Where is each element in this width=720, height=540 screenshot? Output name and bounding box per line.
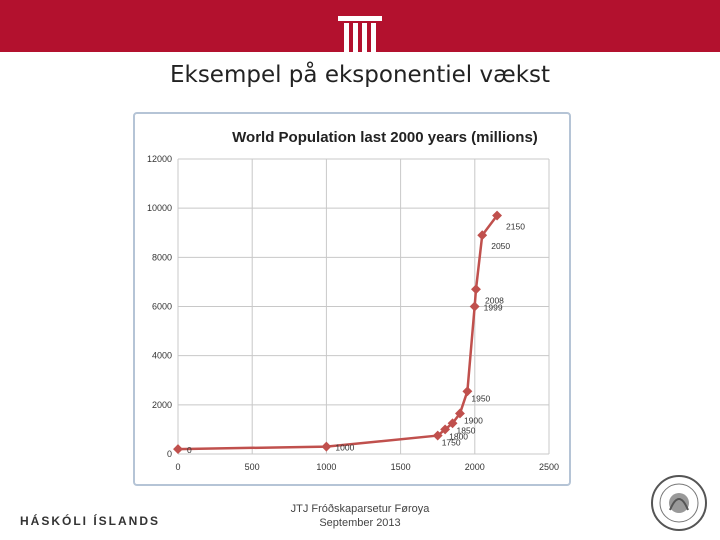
x-tick-label: 1500 <box>391 462 411 472</box>
x-tick-label: 2000 <box>465 462 485 472</box>
footer-line-2: September 2013 <box>319 517 401 529</box>
y-tick-label: 10000 <box>147 203 172 213</box>
university-name: HÁSKÓLI ÍSLANDS <box>20 514 161 528</box>
data-label: 2150 <box>506 222 525 232</box>
x-tick-label: 500 <box>245 462 260 472</box>
university-logo-icon <box>338 16 382 53</box>
data-point <box>321 441 332 452</box>
y-tick-label: 4000 <box>152 351 172 361</box>
y-tick-label: 6000 <box>152 302 172 312</box>
university-seal-icon <box>651 475 707 531</box>
footer-line-1: JTJ Fróðskaparsetur Føroya <box>290 503 430 515</box>
data-label: 1850 <box>457 425 476 435</box>
data-label: 0 <box>187 445 192 455</box>
y-tick-label: 2000 <box>152 400 172 410</box>
data-label: 1000 <box>335 443 354 453</box>
x-tick-label: 2500 <box>539 462 559 472</box>
data-point <box>471 284 481 295</box>
data-label: 1950 <box>471 393 490 403</box>
slide-title: Eksempel på eksponentiel vækst <box>169 62 551 88</box>
data-label: 1800 <box>449 431 468 441</box>
data-point <box>447 418 458 429</box>
y-tick-label: 0 <box>167 449 172 459</box>
x-tick-label: 0 <box>175 462 180 472</box>
data-point <box>469 301 480 312</box>
data-point <box>455 408 465 419</box>
top-banner <box>0 0 720 52</box>
chart-frame: World Population last 2000 years (millio… <box>133 112 571 486</box>
y-tick-label: 8000 <box>152 252 172 262</box>
data-label: 1900 <box>464 415 483 425</box>
chart-title: World Population last 2000 years (millio… <box>232 129 538 146</box>
series-line <box>177 214 499 451</box>
data-point <box>462 386 473 397</box>
data-point <box>173 444 183 455</box>
data-label: 1999 <box>484 303 503 313</box>
y-tick-label: 12000 <box>147 154 172 164</box>
x-tick-label: 1000 <box>316 462 336 472</box>
population-chart: World Population last 2000 years (millio… <box>147 129 559 472</box>
data-label: 2008 <box>485 295 504 305</box>
data-label: 1750 <box>442 438 461 448</box>
data-point <box>432 430 443 441</box>
data-point <box>440 424 451 435</box>
footer-credit: JTJ Fróðskaparsetur Føroya September 201… <box>260 502 460 530</box>
data-label: 2050 <box>491 241 510 251</box>
